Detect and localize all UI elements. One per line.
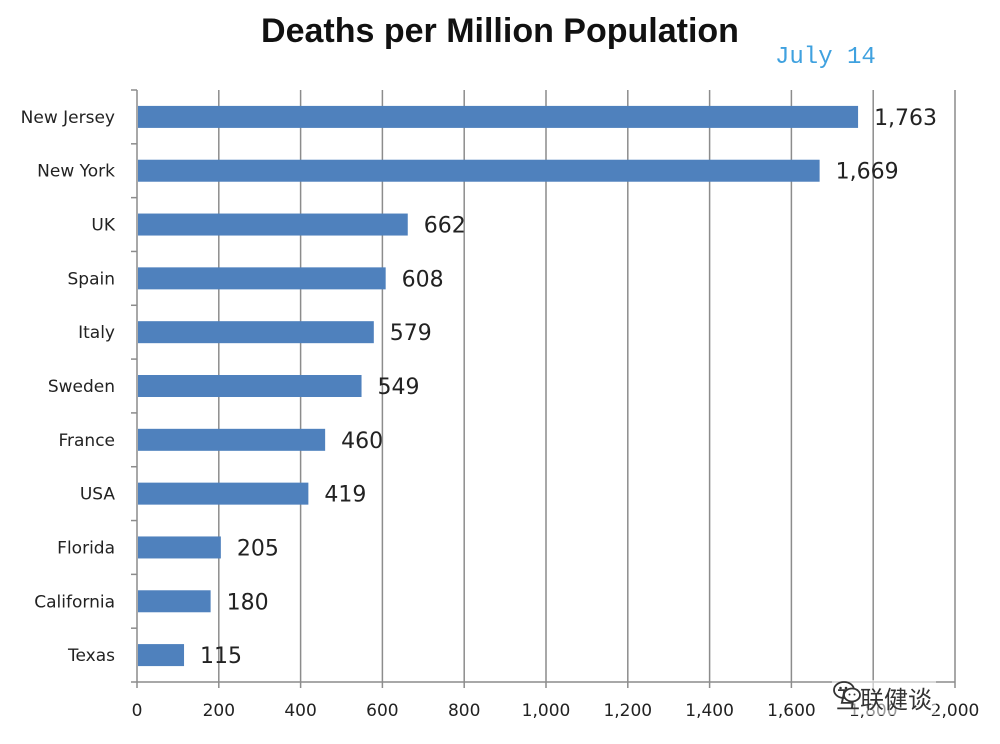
x-tick-label: 1,600 [767,701,816,721]
category-label: France [58,431,115,451]
bar [138,536,221,559]
bar [138,159,820,182]
x-tick-label: 0 [132,701,143,721]
data-label: 419 [324,483,366,508]
bar [138,105,859,128]
chart-title: Deaths per Million Population [261,12,739,50]
data-label: 1,669 [836,160,899,185]
category-label: New Jersey [21,108,115,128]
data-label: 205 [237,536,279,561]
category-label: California [34,592,115,612]
wechat-icon [833,681,861,703]
category-label: Spain [68,269,116,289]
x-tick-label: 1,400 [685,701,734,721]
bar [138,482,309,505]
category-label: UK [91,216,115,236]
bar [138,213,408,236]
category-label: New York [37,162,115,182]
date-annotation: July 14 [775,44,876,71]
category-label: Florida [57,538,115,558]
data-label: 549 [378,375,420,400]
bar [138,375,362,397]
category-label: Italy [78,323,115,343]
data-label: 579 [390,321,432,346]
x-tick-label: 600 [366,701,398,721]
bar [138,267,386,290]
data-label: 608 [402,267,444,292]
category-label: Texas [67,646,115,666]
watermark: 互联健谈 [832,680,936,715]
data-label: 180 [227,590,269,615]
category-label: USA [80,485,116,505]
bar [138,590,211,613]
bar [138,321,374,344]
x-tick-label: 1,200 [603,701,652,721]
data-label: 115 [200,644,242,669]
x-tick-label: 1,000 [522,701,571,721]
x-tick-label: 200 [203,701,235,721]
data-label: 662 [424,214,466,239]
data-label: 460 [341,429,383,454]
bar [138,428,326,451]
x-tick-label: 800 [448,701,480,721]
data-label: 1,763 [874,106,937,131]
bar [138,644,185,667]
x-tick-label: 2,000 [931,701,980,721]
category-label: Sweden [48,377,115,397]
x-tick-label: 400 [284,701,316,721]
